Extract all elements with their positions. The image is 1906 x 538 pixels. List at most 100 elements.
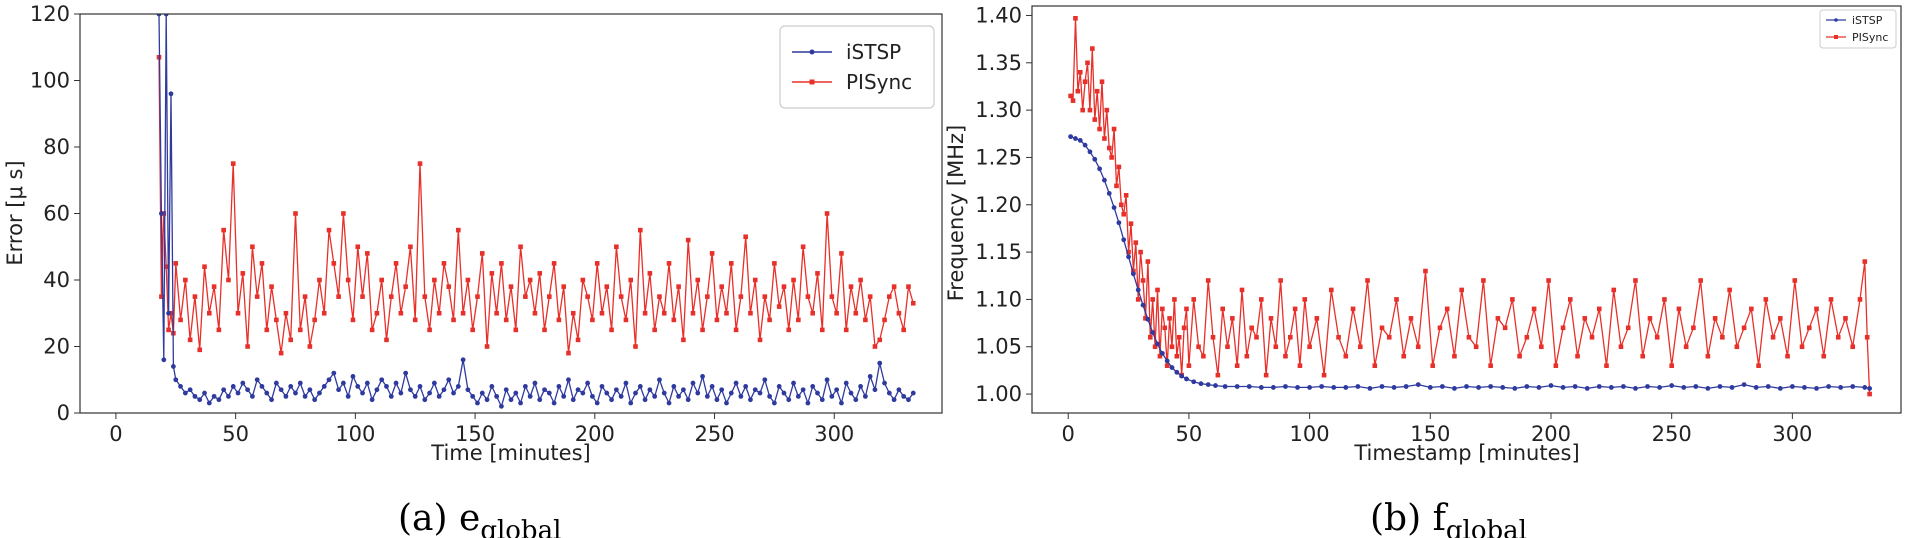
data-point-istsp [245,387,251,393]
data-point-pisync [336,294,341,299]
data-point-pisync [341,211,346,216]
data-point-pisync [1517,353,1522,359]
data-point-pisync [1307,344,1312,350]
data-point-istsp [460,357,466,363]
data-point-istsp [302,393,308,399]
data-point-pisync [1143,316,1148,321]
data-point-istsp [1126,254,1131,260]
data-point-pisync [824,211,830,216]
data-point-istsp [355,384,361,389]
data-point-istsp [1222,384,1228,389]
data-point-pisync [1167,316,1172,321]
data-point-pisync [800,244,806,250]
data-point-istsp [1355,384,1361,389]
data-point-pisync [1263,372,1269,378]
data-point-pisync [1329,287,1334,293]
data-point-pisync [1133,240,1139,245]
data-point-istsp [762,377,768,383]
data-point-istsp [906,397,911,403]
data-point-pisync [1654,334,1660,340]
ticks-a: 0 50 100 150 200 250 300 0 20 40 60 80 100 120 [30,2,854,446]
data-point-pisync [1292,306,1298,312]
data-point-istsp [877,360,883,366]
data-point-pisync [1799,344,1805,350]
data-point-istsp [546,390,552,396]
data-point-pisync [1488,363,1493,368]
data-point-pisync [489,271,495,276]
data-point-istsp [1258,385,1264,390]
data-point-pisync [1604,363,1609,368]
x-axis-label-a: Time [minutes] [430,441,590,465]
data-point-pisync [1430,363,1436,368]
data-point-istsp [1295,385,1300,390]
x-tick-label: 250 [1652,422,1692,446]
data-point-istsp [815,390,820,396]
data-point-istsp [743,384,749,389]
data-point-istsp [350,374,356,379]
data-point-istsp [475,400,480,406]
data-point-istsp [422,397,428,403]
data-point-pisync [661,310,667,316]
data-point-istsp [326,377,332,383]
data-point-pisync [1157,353,1163,359]
data-point-pisync [628,277,634,283]
data-point-pisync [1770,334,1776,340]
data-point-istsp [771,400,777,406]
data-point-pisync [250,244,255,250]
data-point-istsp [1717,384,1723,389]
data-point-istsp [393,380,399,386]
data-point-pisync [1481,278,1486,283]
data-point-pisync [192,294,198,299]
data-point-pisync [1691,325,1696,331]
data-point-istsp [848,390,854,396]
data-point-istsp [166,310,171,316]
data-point-pisync [748,310,753,316]
data-point-istsp [1077,138,1083,143]
data-point-istsp [800,387,806,393]
data-point-pisync [551,261,557,266]
data-point-istsp [321,384,327,389]
x-tick-label: 100 [1290,422,1330,446]
data-point-pisync [882,317,887,323]
data-point-pisync [1201,353,1206,359]
data-point-pisync [1546,278,1551,283]
data-point-pisync [187,337,193,343]
data-point-pisync [446,284,452,289]
data-point-pisync [1164,363,1170,368]
data-point-istsp [819,397,825,403]
data-point-istsp [431,380,437,386]
data-point-pisync [1350,306,1356,312]
data-point-istsp [1379,384,1385,389]
series-line-pisync [1070,17,1871,395]
caption-b-prefix: (b) f [1370,498,1449,538]
x-tick-label: 0 [1062,422,1075,446]
data-point-pisync [226,277,231,283]
data-point-istsp [1140,302,1146,308]
data-point-pisync [393,261,399,266]
data-point-istsp [331,370,337,376]
data-point-pisync [599,310,605,316]
data-point-istsp [1753,385,1759,390]
data-point-istsp [561,393,567,399]
data-point-pisync [293,211,298,216]
data-point-pisync [676,284,681,289]
chart-panel-a: 0 50 100 150 200 250 300 0 20 40 60 80 100 120 Time [… [3,2,943,538]
data-point-istsp [891,397,897,403]
data-point-pisync [326,227,332,233]
y-tick-label: 1.15 [975,240,1022,264]
data-point-istsp [1307,385,1312,390]
data-point-pisync [183,277,188,283]
data-point-pisync [1123,193,1129,198]
data-point-pisync [1611,287,1617,293]
data-point-pisync [1230,316,1235,321]
y-tick-label: 1.10 [975,287,1022,311]
x-tick-label: 50 [222,422,249,446]
data-point-istsp [1106,191,1112,196]
data-point-pisync [1712,316,1718,321]
data-point-pisync [1705,353,1711,359]
data-point-pisync [1126,249,1131,255]
data-point-pisync [1068,93,1073,99]
data-point-istsp [170,364,176,369]
data-point-pisync [786,327,792,333]
data-point-pisync [1582,316,1588,321]
